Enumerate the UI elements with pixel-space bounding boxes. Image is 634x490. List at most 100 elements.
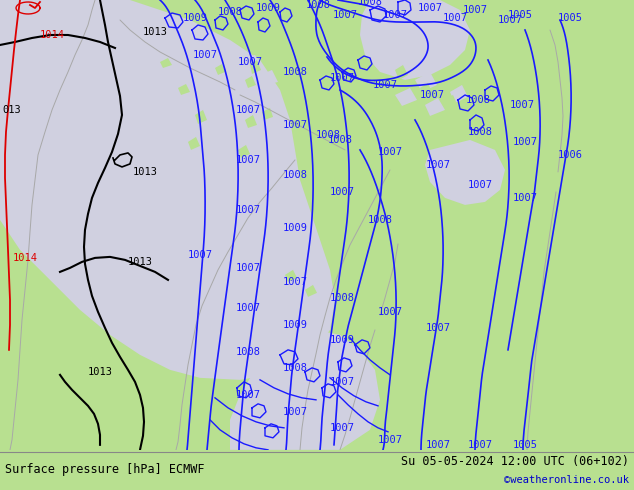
Text: 1007: 1007 [425, 323, 451, 333]
Polygon shape [170, 143, 190, 162]
Polygon shape [445, 95, 457, 108]
Polygon shape [305, 285, 317, 297]
Polygon shape [425, 98, 445, 116]
Polygon shape [0, 0, 335, 380]
Polygon shape [155, 55, 182, 72]
Polygon shape [390, 52, 415, 72]
Text: 1006: 1006 [557, 150, 583, 160]
Text: 1008: 1008 [283, 363, 307, 373]
Text: 1008: 1008 [283, 67, 307, 77]
Text: 1007: 1007 [332, 10, 358, 20]
Polygon shape [210, 182, 230, 202]
Text: 1007: 1007 [235, 105, 261, 115]
Polygon shape [285, 270, 297, 282]
Text: 1007: 1007 [330, 73, 354, 83]
Text: 1013: 1013 [127, 257, 153, 267]
Polygon shape [195, 110, 207, 124]
Text: 1013: 1013 [133, 167, 157, 177]
Text: 1007: 1007 [377, 147, 403, 157]
Text: 1008: 1008 [465, 95, 491, 105]
Text: 1007: 1007 [373, 80, 398, 90]
Text: 1007: 1007 [283, 120, 307, 130]
Text: 1008: 1008 [358, 0, 382, 7]
Text: 1007: 1007 [235, 263, 261, 273]
Polygon shape [250, 60, 261, 74]
Text: 1005: 1005 [557, 13, 583, 23]
Text: 1007: 1007 [330, 187, 354, 197]
Text: 1007: 1007 [512, 137, 538, 147]
Polygon shape [215, 64, 225, 75]
Text: 1007: 1007 [283, 407, 307, 417]
Polygon shape [360, 0, 470, 80]
Text: 1007: 1007 [467, 180, 493, 190]
Text: Surface pressure [hPa] ECMWF: Surface pressure [hPa] ECMWF [5, 464, 205, 476]
Text: 1007: 1007 [238, 57, 262, 67]
Text: 1007: 1007 [330, 423, 354, 433]
Text: 1013: 1013 [143, 27, 167, 37]
Text: 1007: 1007 [510, 100, 534, 110]
Polygon shape [172, 82, 202, 102]
Text: 1008: 1008 [467, 127, 493, 137]
Text: 1008: 1008 [283, 170, 307, 180]
Text: 1007: 1007 [193, 50, 217, 60]
Polygon shape [230, 330, 380, 450]
Polygon shape [262, 108, 273, 120]
Text: 1007: 1007 [283, 277, 307, 287]
Text: 1007: 1007 [443, 13, 467, 23]
Text: 1008: 1008 [217, 7, 242, 17]
Polygon shape [160, 58, 172, 68]
Polygon shape [175, 172, 195, 192]
Polygon shape [238, 145, 250, 158]
Polygon shape [315, 278, 334, 296]
Polygon shape [255, 104, 274, 122]
Polygon shape [245, 115, 257, 128]
Text: 1007: 1007 [330, 377, 354, 387]
Text: Su 05-05-2024 12:00 UTC (06+102): Su 05-05-2024 12:00 UTC (06+102) [401, 455, 629, 468]
Polygon shape [235, 138, 255, 156]
Text: 1008: 1008 [306, 0, 330, 10]
Polygon shape [395, 65, 408, 80]
Polygon shape [178, 84, 190, 95]
Polygon shape [295, 262, 317, 282]
Polygon shape [285, 348, 305, 366]
Text: 1007: 1007 [382, 10, 408, 20]
Polygon shape [450, 85, 468, 103]
Polygon shape [225, 102, 248, 122]
Text: 1007: 1007 [235, 390, 261, 400]
Text: 1005: 1005 [507, 10, 533, 20]
Text: ©weatheronline.co.uk: ©weatheronline.co.uk [504, 475, 629, 485]
Polygon shape [425, 140, 505, 205]
Text: 1007: 1007 [467, 440, 493, 450]
Polygon shape [280, 248, 300, 267]
Text: 1007: 1007 [377, 435, 403, 445]
Text: 1005: 1005 [512, 440, 538, 450]
Polygon shape [420, 83, 432, 96]
Text: 1007: 1007 [425, 440, 451, 450]
Text: 1014: 1014 [13, 253, 37, 263]
Text: 013: 013 [3, 105, 22, 115]
Text: 1007: 1007 [462, 5, 488, 15]
Text: 1008: 1008 [316, 130, 340, 140]
Text: 1014: 1014 [39, 30, 65, 40]
Text: 1009: 1009 [256, 3, 280, 13]
Text: 1008: 1008 [328, 135, 353, 145]
Text: 1009: 1009 [183, 13, 207, 23]
Text: 1007: 1007 [425, 160, 451, 170]
Text: 1007: 1007 [377, 307, 403, 317]
Polygon shape [310, 363, 328, 381]
Polygon shape [415, 72, 437, 92]
Polygon shape [395, 88, 417, 106]
Text: 1009: 1009 [283, 223, 307, 233]
Polygon shape [240, 55, 262, 72]
Polygon shape [260, 70, 278, 86]
Text: 1009: 1009 [283, 320, 307, 330]
Polygon shape [190, 122, 212, 142]
Polygon shape [245, 76, 256, 88]
Text: 1008: 1008 [330, 293, 354, 303]
Polygon shape [188, 137, 200, 150]
Text: 1008: 1008 [368, 215, 392, 225]
Text: 1007: 1007 [420, 90, 444, 100]
Text: 1009: 1009 [330, 335, 354, 345]
Text: 1007: 1007 [418, 3, 443, 13]
Text: 1007: 1007 [498, 15, 522, 25]
